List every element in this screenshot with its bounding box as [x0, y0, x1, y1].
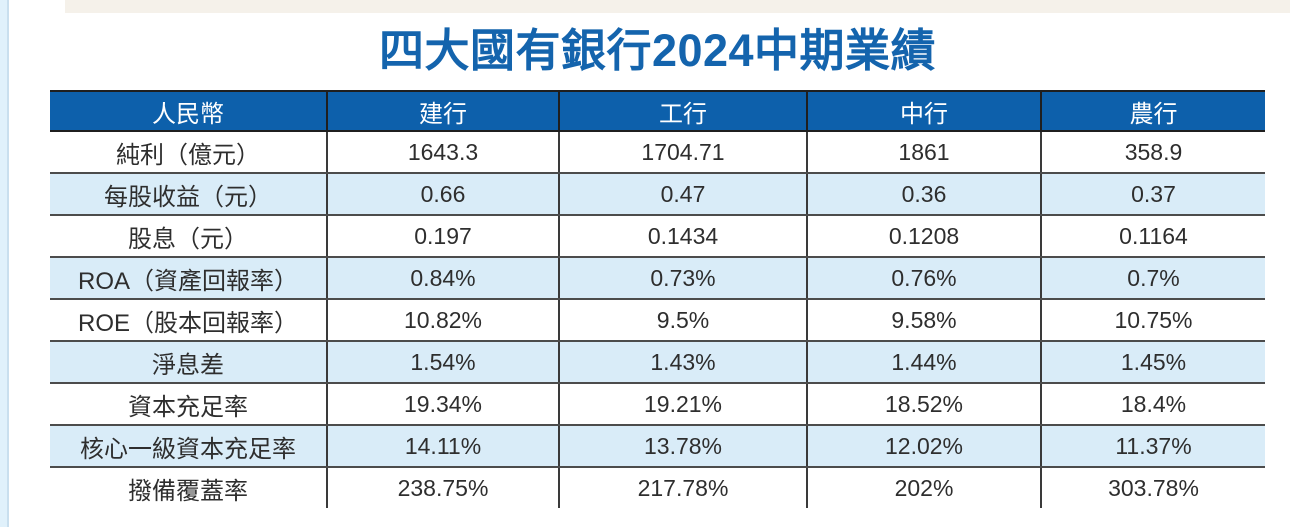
value-cell: 1.43%: [559, 341, 808, 384]
value-cell: 0.1164: [1041, 215, 1265, 258]
value-cell: 238.75%: [327, 467, 560, 508]
value-cell: 202%: [807, 467, 1042, 508]
value-cell: 0.47: [559, 173, 808, 216]
header-cell-abc: 農行: [1041, 90, 1265, 132]
value-cell: 0.66: [327, 173, 560, 216]
table-row-provision-coverage: 撥備覆蓋率 238.75% 217.78% 202% 303.78%: [50, 467, 1265, 508]
value-cell: 0.7%: [1041, 257, 1265, 300]
row-label-cell: 純利（億元）: [50, 131, 328, 174]
row-label-cell: 撥備覆蓋率: [50, 467, 328, 508]
header-cell-ccb: 建行: [327, 90, 560, 132]
value-cell: 13.78%: [559, 425, 808, 468]
value-cell: 1861: [807, 131, 1042, 174]
table-row-eps: 每股收益（元） 0.66 0.47 0.36 0.37: [50, 173, 1265, 216]
value-cell: 18.4%: [1041, 383, 1265, 426]
row-label-cell: ROE（股本回報率）: [50, 299, 328, 342]
value-cell: 0.73%: [559, 257, 808, 300]
value-cell: 0.84%: [327, 257, 560, 300]
value-cell: 217.78%: [559, 467, 808, 508]
value-cell: 0.37: [1041, 173, 1265, 216]
table-row-car: 資本充足率 19.34% 19.21% 18.52% 18.4%: [50, 383, 1265, 426]
header-cell-currency: 人民幣: [50, 90, 328, 132]
page-title: 四大國有銀行2024中期業績: [378, 25, 937, 76]
value-cell: 9.5%: [559, 299, 808, 342]
value-cell: 0.36: [807, 173, 1042, 216]
table-row-cet1: 核心一級資本充足率 14.11% 13.78% 12.02% 11.37%: [50, 425, 1265, 468]
row-label-cell: 股息（元）: [50, 215, 328, 258]
value-cell: 19.21%: [559, 383, 808, 426]
table-row-dividend: 股息（元） 0.197 0.1434 0.1208 0.1164: [50, 215, 1265, 258]
value-cell: 1.44%: [807, 341, 1042, 384]
header-cell-icbc: 工行: [559, 90, 808, 132]
row-label-cell: ROA（資產回報率）: [50, 257, 328, 300]
value-cell: 18.52%: [807, 383, 1042, 426]
value-cell: 9.58%: [807, 299, 1042, 342]
value-cell: 10.75%: [1041, 299, 1265, 342]
row-label-cell: 每股收益（元）: [50, 173, 328, 216]
table-row-roe: ROE（股本回報率） 10.82% 9.5% 9.58% 10.75%: [50, 299, 1265, 342]
top-edge-artifact: [65, 0, 1290, 13]
value-cell: 358.9: [1041, 131, 1265, 174]
left-edge-strip: [0, 0, 9, 527]
results-table: 人民幣 建行 工行 中行 農行 純利（億元） 1643.3 1704.71 18…: [50, 90, 1265, 508]
value-cell: 0.1208: [807, 215, 1042, 258]
table-row-net-profit: 純利（億元） 1643.3 1704.71 1861 358.9: [50, 131, 1265, 174]
value-cell: 0.1434: [559, 215, 808, 258]
row-label-cell: 淨息差: [50, 341, 328, 384]
table-row-nim: 淨息差 1.54% 1.43% 1.44% 1.45%: [50, 341, 1265, 384]
value-cell: 1.45%: [1041, 341, 1265, 384]
value-cell: 10.82%: [327, 299, 560, 342]
row-label-cell: 資本充足率: [50, 383, 328, 426]
value-cell: 303.78%: [1041, 467, 1265, 508]
value-cell: 0.76%: [807, 257, 1042, 300]
header-cell-boc: 中行: [807, 90, 1042, 132]
value-cell: 19.34%: [327, 383, 560, 426]
value-cell: 12.02%: [807, 425, 1042, 468]
row-label-cell: 核心一級資本充足率: [50, 425, 328, 468]
value-cell: 0.197: [327, 215, 560, 258]
table-header-row: 人民幣 建行 工行 中行 農行: [50, 90, 1265, 132]
value-cell: 1.54%: [327, 341, 560, 384]
value-cell: 1704.71: [559, 131, 808, 174]
value-cell: 1643.3: [327, 131, 560, 174]
value-cell: 11.37%: [1041, 425, 1265, 468]
table-row-roa: ROA（資產回報率） 0.84% 0.73% 0.76% 0.7%: [50, 257, 1265, 300]
value-cell: 14.11%: [327, 425, 560, 468]
